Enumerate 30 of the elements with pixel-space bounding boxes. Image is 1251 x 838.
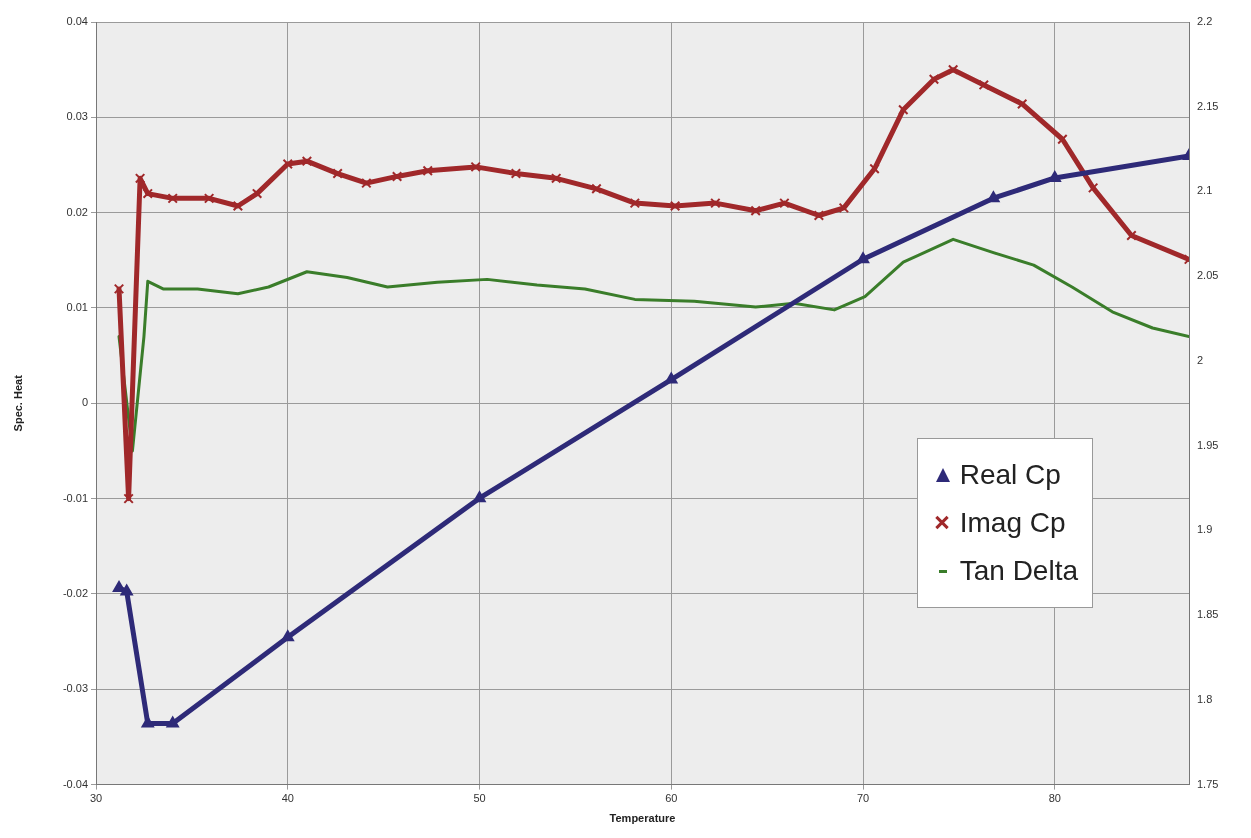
y2-tick-label: 2.2 — [1197, 15, 1213, 28]
y-tick-label: 0.01 — [66, 301, 88, 314]
legend-label: Imag Cp — [959, 506, 1066, 540]
y-tick-label: 0 — [81, 396, 88, 409]
y-tick-label: 0.03 — [66, 110, 88, 123]
y2-tick-label: 2.05 — [1197, 269, 1219, 282]
x-tick-label: 40 — [281, 792, 294, 805]
x-tick-label: 50 — [473, 792, 486, 805]
y2-tick-label: 2.15 — [1197, 99, 1219, 112]
y-tick-label: 0.04 — [66, 15, 88, 28]
legend-label: Tan Delta — [959, 554, 1078, 588]
x-tick-label: 80 — [1048, 792, 1061, 805]
legend-label: Real Cp — [959, 458, 1061, 492]
y-tick-label: -0.04 — [62, 777, 88, 790]
y-tick-label: -0.01 — [62, 491, 88, 504]
y2-tick-label: 1.75 — [1197, 777, 1219, 790]
y-tick-label: 0.02 — [66, 205, 88, 218]
y2-tick-label: 2.1 — [1197, 184, 1213, 197]
y-tick-label: -0.03 — [62, 682, 88, 695]
y2-tick-label: 1.8 — [1197, 692, 1213, 705]
x-axis-title: Temperature — [609, 812, 676, 825]
y-tick-label: -0.02 — [62, 586, 88, 599]
x-tick-label: 60 — [665, 792, 678, 805]
y2-tick-label: 2 — [1197, 353, 1204, 366]
x-tick-label: 70 — [856, 792, 870, 805]
y2-tick-label: 1.95 — [1197, 438, 1219, 451]
x-tick-label: 30 — [89, 792, 103, 805]
y2-tick-label: 1.85 — [1197, 608, 1219, 621]
y2-tick-label: 1.9 — [1197, 523, 1213, 536]
y-axis-title: Spec. Heat — [11, 374, 24, 432]
